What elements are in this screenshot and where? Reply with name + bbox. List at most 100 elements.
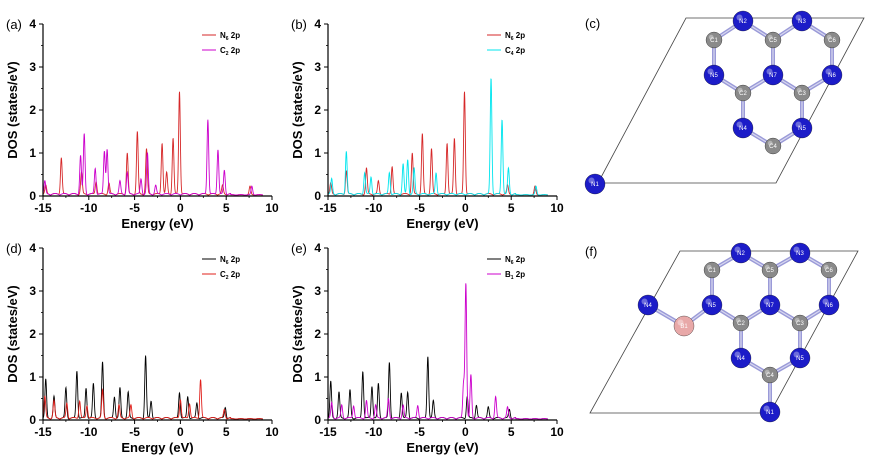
atom-sphere-f-2 (703, 261, 721, 279)
atoms-f: N2 N3 C1 C5 C6 N4 B1 N5 N7 N6 C2 C3 N4 N5 C4 N1 (637, 242, 840, 423)
atom-shine-c-11 (795, 121, 802, 128)
series-line-b-1 (327, 78, 548, 196)
atom-c-0: N2 (732, 10, 754, 32)
y-tick-label-e-1: 1 (314, 370, 321, 384)
atom-sphere-f-11 (791, 314, 809, 332)
atom-shine-c-10 (736, 121, 743, 128)
atom-shine-c-7 (825, 68, 832, 75)
atom-c-10: N4 (732, 117, 754, 139)
atom-sphere-f-0 (730, 242, 752, 264)
atom-sphere-f-12 (730, 347, 752, 369)
series-line-e-1 (327, 283, 548, 420)
dos-panel-a: (a) -15 -10 -5 0 5 10 0 1 2 3 4 Energy (eV) DOS (stat… (5, 17, 279, 231)
atom-label-f-8: N7 (766, 303, 774, 309)
x-tick-label-e-2: -5 (414, 425, 425, 439)
atom-c-3: C5 (764, 31, 782, 49)
legend-label-e-1: B1 2p (505, 270, 525, 281)
y-tick-label-b-2: 2 (314, 103, 321, 117)
y-tick-label-e-4: 4 (314, 241, 321, 255)
atom-label-f-9: N6 (825, 303, 833, 309)
atom-label-f-3: C5 (766, 268, 774, 274)
atom-sphere-f-5 (637, 294, 659, 316)
atom-label-c-9: C3 (798, 91, 806, 97)
atom-sphere-f-13 (789, 347, 811, 369)
atom-shine-c-4 (826, 34, 832, 40)
atom-shine-c-9 (796, 87, 802, 93)
atom-label-f-10: C2 (737, 321, 745, 327)
atom-sphere-c-4 (823, 31, 841, 49)
y-tick-label-a-1: 1 (29, 146, 36, 160)
atom-label-c-4: C6 (828, 38, 836, 44)
dos-panel-e: (e) -15 -10 -5 0 5 10 0 1 2 3 4 Energy (eV) DOS (stat… (290, 241, 564, 455)
atom-shine-f-15 (763, 405, 770, 412)
atom-c-6: N7 (762, 64, 784, 86)
atom-c-2: C1 (705, 31, 723, 49)
atom-sphere-c-12 (764, 137, 782, 155)
legend-label-b-1: C4 2p (505, 46, 525, 57)
atom-label-c-13: N1 (591, 182, 599, 188)
atom-f-0: N2 (730, 242, 752, 264)
x-tick-label-b-0: -15 (319, 201, 337, 215)
atom-shine-f-11 (794, 317, 800, 323)
y-tick-label-a-0: 0 (29, 189, 36, 203)
atom-shine-f-0 (734, 246, 741, 253)
cell-frame-f (589, 250, 859, 414)
x-tick-label-a-1: -10 (80, 201, 98, 215)
x-tick-label-b-1: -10 (365, 201, 383, 215)
y-tick-label-e-0: 0 (314, 413, 321, 427)
x-axis-title-a: Energy (eV) (121, 216, 193, 231)
atom-label-c-3: C5 (769, 38, 777, 44)
x-tick-label-e-0: -15 (319, 425, 337, 439)
atom-shine-c-2 (708, 34, 714, 40)
legend-label-d-1: C2 2p (220, 270, 240, 281)
atom-sphere-c-0 (732, 10, 754, 32)
atom-shine-f-10 (735, 317, 741, 323)
panel-label-b: (b) (291, 17, 307, 32)
atom-label-f-0: N2 (737, 251, 745, 257)
atom-sphere-c-7 (821, 64, 843, 86)
y-tick-label-d-1: 1 (29, 370, 36, 384)
x-tick-label-d-4: 5 (223, 425, 230, 439)
atom-sphere-f-3 (761, 261, 779, 279)
atom-sphere-c-6 (762, 64, 784, 86)
atom-label-f-11: C3 (796, 321, 804, 327)
atom-label-c-7: N6 (828, 73, 836, 79)
y-tick-label-d-4: 4 (29, 241, 36, 255)
series-line-d-0 (42, 355, 263, 420)
atom-label-f-7: N5 (708, 303, 716, 309)
atom-f-8: N7 (759, 294, 781, 316)
atom-shine-c-0 (736, 14, 743, 21)
x-tick-label-d-0: -15 (34, 425, 52, 439)
series-line-d-1 (42, 379, 263, 420)
panel-label-f: (f) (585, 244, 597, 259)
atom-label-f-15: N1 (766, 410, 774, 416)
atom-shine-c-3 (767, 34, 773, 40)
x-axis-title-b: Energy (eV) (406, 216, 478, 231)
x-tick-label-e-1: -10 (365, 425, 383, 439)
y-axis-title-a: DOS (states/eV) (5, 61, 20, 159)
atom-label-c-2: C1 (710, 38, 718, 44)
panel-label-d: (d) (6, 241, 22, 256)
atom-label-c-1: N3 (798, 19, 806, 25)
atom-label-f-13: N5 (796, 356, 804, 362)
x-axis-title-e: Energy (eV) (406, 440, 478, 455)
atom-label-c-10: N4 (739, 126, 747, 132)
atom-c-12: C4 (764, 137, 782, 155)
x-tick-label-b-3: 0 (462, 201, 469, 215)
atom-f-12: N4 (730, 347, 752, 369)
panel-label-c: (c) (585, 16, 600, 31)
bonds-f (646, 251, 831, 412)
atoms-c: N2 N3 C1 C5 C6 N5 N7 N6 C2 C3 N4 N5 C4 N1 (584, 10, 843, 195)
atom-shine-c-6 (766, 68, 773, 75)
atom-sphere-f-7 (701, 294, 723, 316)
series-line-e-0 (327, 356, 548, 420)
atom-c-13: N1 (584, 173, 606, 195)
x-axis-title-d: Energy (eV) (121, 440, 193, 455)
atom-label-c-8: C2 (739, 91, 747, 97)
y-tick-label-a-2: 2 (29, 103, 36, 117)
atom-sphere-c-9 (793, 84, 811, 102)
y-tick-label-e-3: 3 (314, 284, 321, 298)
atom-shine-f-7 (705, 298, 712, 305)
atom-f-9: N6 (818, 294, 840, 316)
x-tick-label-e-4: 5 (508, 425, 515, 439)
